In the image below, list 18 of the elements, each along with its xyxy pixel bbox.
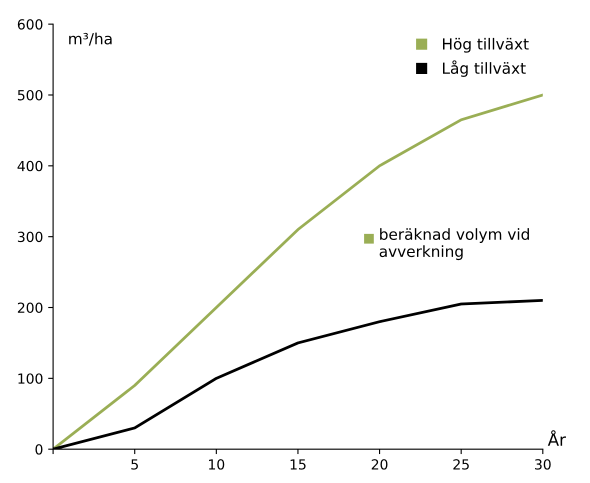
x-axis-title: År xyxy=(548,430,566,446)
y-tick-label: 100 xyxy=(18,373,42,384)
y-tick-label: 600 xyxy=(18,19,42,30)
y-tick-label: 400 xyxy=(18,160,42,172)
y-tick-label: 200 xyxy=(18,302,42,313)
annotation: beräknad volym vid avverkning xyxy=(380,228,529,260)
legend-label: Hög tillväxt xyxy=(443,38,529,53)
x-tick-label: 5 xyxy=(131,459,138,470)
legend-label: Låg tillväxt xyxy=(443,60,526,77)
y-tick-label: 500 xyxy=(18,90,42,100)
x-tick-label: 25 xyxy=(453,459,469,470)
x-tick-label: 15 xyxy=(290,459,306,470)
x-tick-label: 20 xyxy=(372,459,388,470)
y-tick-label: 300 xyxy=(18,232,42,242)
x-tick-label: 30 xyxy=(535,459,551,470)
y-axis-title: m³/ha xyxy=(69,32,112,46)
x-tick-label: 10 xyxy=(209,459,224,470)
y-tick-label: 0 xyxy=(35,444,42,455)
